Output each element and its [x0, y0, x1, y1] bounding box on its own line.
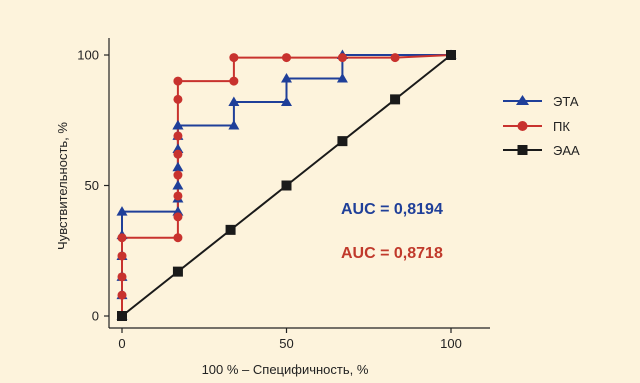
data-point-pk	[117, 290, 127, 300]
data-point-pk	[229, 53, 239, 63]
data-point-pk	[173, 233, 183, 243]
data-point-pk	[173, 131, 183, 141]
data-point-eaa	[172, 266, 183, 277]
y-tick-label: 100	[77, 48, 99, 63]
data-point-eta	[172, 180, 184, 190]
x-tick-label: 100	[440, 336, 462, 351]
data-point-eaa	[225, 224, 236, 235]
data-point-pk	[173, 76, 183, 86]
y-tick-label: 0	[92, 309, 99, 324]
axes: 0 50 100 0 50 100	[77, 38, 490, 351]
data-point-eta	[172, 119, 184, 130]
data-point-pk	[117, 233, 127, 243]
data-point-eta	[116, 206, 128, 216]
auc-annotation-eta: AUC = 0,8194	[341, 201, 443, 218]
data-point-eaa	[390, 94, 401, 105]
data-point-eaa	[446, 50, 456, 60]
x-tick-label: 50	[279, 336, 293, 351]
data-point-eta	[228, 119, 240, 130]
data-point-eta	[172, 143, 184, 153]
data-point-eta	[172, 206, 184, 216]
y-axis-title: Чувствительность, %	[55, 122, 70, 250]
legend-item-eta: ЭТА	[503, 94, 579, 109]
data-point-pk	[229, 76, 239, 86]
data-point-eaa	[337, 136, 348, 147]
data-point-eaa	[117, 311, 127, 321]
auc-annotation-pk: AUC = 0,8718	[341, 245, 443, 262]
legend-item-eaa: ЭАА	[503, 143, 580, 158]
data-point-pk	[117, 251, 127, 261]
data-point-pk	[282, 53, 291, 63]
data-point-eta	[336, 72, 348, 83]
legend: ЭТА ПК ЭАА	[503, 94, 580, 158]
x-axis-title: 100 % – Специфичность, %	[202, 362, 369, 377]
x-tick-label: 0	[118, 336, 125, 351]
data-point-eta	[172, 161, 184, 172]
series-layer	[116, 49, 457, 321]
data-point-eta	[228, 96, 240, 106]
data-point-pk	[173, 170, 183, 180]
data-point-eta	[281, 96, 292, 106]
data-point-pk	[390, 53, 400, 63]
data-point-eaa	[281, 180, 292, 191]
data-point-pk	[173, 94, 183, 104]
data-point-pk	[173, 212, 183, 222]
data-point-pk	[117, 272, 127, 282]
legend-label-pk: ПК	[553, 119, 570, 134]
data-point-pk	[173, 191, 183, 201]
y-tick-label: 50	[85, 178, 99, 193]
legend-label-eaa: ЭАА	[553, 143, 580, 158]
data-point-pk	[337, 53, 347, 63]
legend-label-eta: ЭТА	[553, 94, 579, 109]
data-point-eta	[281, 72, 292, 83]
legend-item-pk: ПК	[503, 119, 570, 134]
data-point-pk	[173, 149, 183, 159]
